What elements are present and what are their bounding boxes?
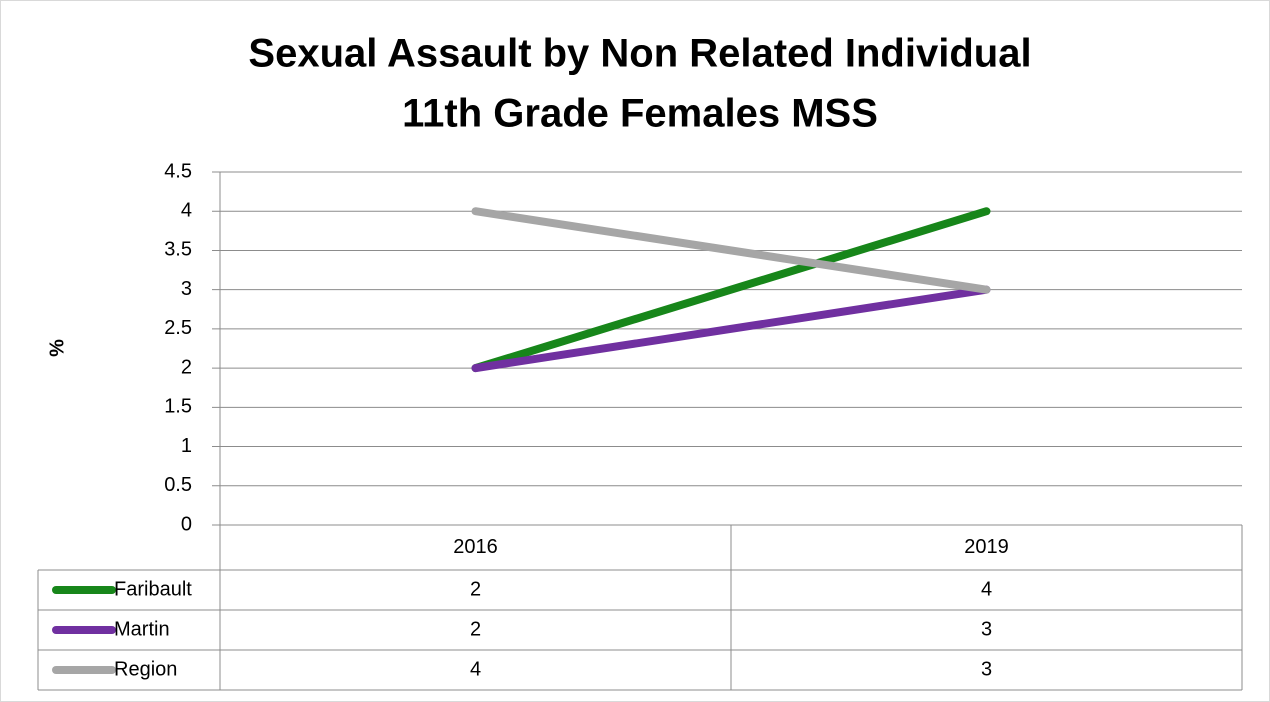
table-value: 3 xyxy=(981,618,992,640)
x-tick-label: 2016 xyxy=(453,536,498,558)
y-axis-label: % xyxy=(46,339,68,357)
table-value: 3 xyxy=(981,658,992,680)
table-value: 4 xyxy=(981,578,992,600)
series-line xyxy=(471,207,991,294)
table-value: 4 xyxy=(470,658,481,680)
table-value: 2 xyxy=(470,578,481,600)
legend-label: Faribault xyxy=(114,578,192,600)
x-tick-label: 2019 xyxy=(964,536,1009,558)
y-tick-label: 1 xyxy=(181,435,192,457)
y-tick-label: 0 xyxy=(181,513,192,535)
chart-title: 11th Grade Females MSS xyxy=(402,92,878,136)
y-tick-label: 3.5 xyxy=(164,239,192,261)
series-line xyxy=(471,285,991,373)
y-tick-label: 2 xyxy=(181,356,192,378)
y-tick-label: 4 xyxy=(181,200,192,222)
legend-label: Region xyxy=(114,658,177,680)
chart-title: Sexual Assault by Non Related Individual xyxy=(248,32,1031,76)
series-line xyxy=(471,207,991,373)
y-tick-label: 0.5 xyxy=(164,474,192,496)
y-tick-label: 1.5 xyxy=(164,396,192,418)
legend-label: Martin xyxy=(114,618,170,640)
y-tick-label: 4.5 xyxy=(164,160,192,182)
y-tick-label: 3 xyxy=(181,278,192,300)
y-tick-label: 2.5 xyxy=(164,317,192,339)
table-value: 2 xyxy=(470,618,481,640)
